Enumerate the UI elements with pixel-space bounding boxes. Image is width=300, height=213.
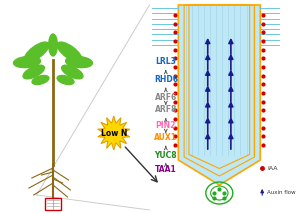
Text: LRL3: LRL3: [155, 58, 176, 66]
Polygon shape: [178, 5, 260, 185]
Ellipse shape: [14, 56, 40, 68]
Ellipse shape: [49, 34, 57, 56]
Ellipse shape: [32, 75, 49, 85]
Text: RHD6: RHD6: [154, 75, 178, 85]
Text: ARF8: ARF8: [154, 105, 177, 115]
Polygon shape: [98, 116, 130, 150]
Ellipse shape: [66, 56, 92, 68]
Ellipse shape: [57, 75, 74, 85]
Text: TAA1: TAA1: [155, 166, 177, 174]
Ellipse shape: [57, 42, 82, 62]
Ellipse shape: [23, 65, 44, 79]
Text: ARF6: ARF6: [155, 92, 177, 102]
Text: Auxin flow: Auxin flow: [267, 190, 296, 194]
Text: PIN2: PIN2: [156, 121, 176, 130]
Ellipse shape: [24, 42, 49, 62]
Text: IAA: IAA: [267, 166, 278, 170]
Text: AUX1: AUX1: [154, 134, 177, 142]
Text: Low N: Low N: [100, 128, 127, 138]
Ellipse shape: [61, 65, 83, 79]
Text: YUC8: YUC8: [154, 151, 177, 160]
